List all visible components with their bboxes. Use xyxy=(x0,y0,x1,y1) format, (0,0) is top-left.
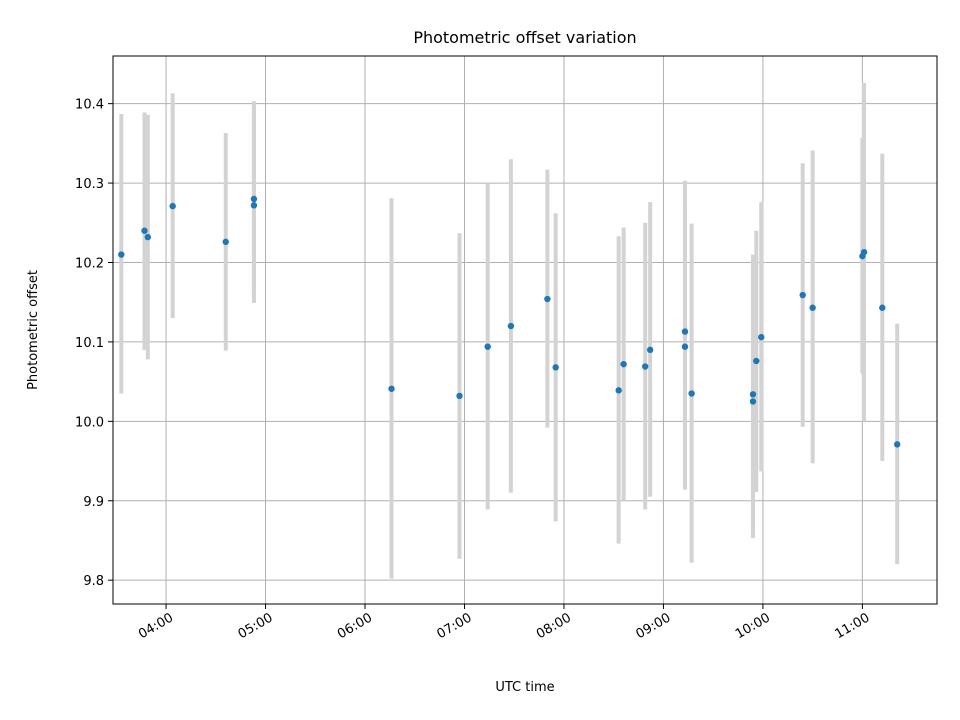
data-point xyxy=(484,343,491,350)
x-tick-label: 07:00 xyxy=(435,610,475,642)
data-point xyxy=(141,227,148,234)
data-point xyxy=(388,385,395,392)
data-point xyxy=(144,233,152,241)
data-point xyxy=(758,333,765,341)
data-point xyxy=(552,364,559,371)
errorbar-layer xyxy=(119,83,900,579)
data-point xyxy=(456,392,463,400)
data-point xyxy=(507,322,515,330)
x-tick-label: 08:00 xyxy=(534,610,574,642)
data-point xyxy=(642,363,649,370)
data-point xyxy=(799,291,806,299)
x-tick-label: 06:00 xyxy=(335,610,375,642)
point-layer xyxy=(118,195,901,448)
x-tick-label: 05:00 xyxy=(236,610,276,642)
data-point xyxy=(809,304,816,311)
plot-frame xyxy=(112,55,938,605)
data-point xyxy=(620,360,627,368)
y-tick-label: 10.4 xyxy=(75,98,104,113)
data-point xyxy=(250,195,258,203)
data-point xyxy=(688,390,695,397)
y-tick-label: 10.0 xyxy=(75,415,104,430)
y-tick-label: 9.8 xyxy=(83,574,104,589)
data-point xyxy=(646,346,654,354)
data-point xyxy=(879,304,886,311)
x-tick-label: 10:00 xyxy=(733,610,773,642)
data-point xyxy=(544,295,551,303)
x-tick-label: 04:00 xyxy=(136,610,176,642)
data-point xyxy=(681,343,689,350)
data-point xyxy=(250,202,258,209)
data-point xyxy=(749,398,757,405)
data-point xyxy=(222,238,229,246)
data-point xyxy=(615,387,622,394)
data-point xyxy=(681,328,689,335)
data-point xyxy=(894,441,901,448)
data-point xyxy=(169,202,176,210)
data-point xyxy=(749,391,757,398)
x-tick-label: 11:00 xyxy=(832,610,872,642)
grid-layer xyxy=(113,56,937,604)
y-tick-label: 9.9 xyxy=(83,495,104,510)
y-axis-label: Photometric offset xyxy=(26,270,41,390)
y-tick-label: 10.3 xyxy=(75,177,104,192)
data-point xyxy=(860,248,868,256)
data-point xyxy=(118,251,125,258)
y-tick-label: 10.1 xyxy=(75,336,104,351)
x-axis-label: UTC time xyxy=(495,680,554,695)
x-tick-label: 09:00 xyxy=(633,610,673,642)
y-tick-label: 10.2 xyxy=(75,256,104,271)
chart-title: Photometric offset variation xyxy=(413,28,636,47)
data-point xyxy=(753,357,760,365)
